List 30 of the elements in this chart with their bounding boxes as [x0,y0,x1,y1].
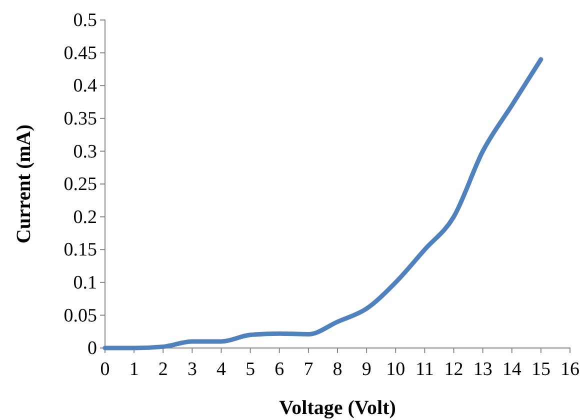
x-tick-label: 9 [362,359,372,380]
y-tick-label: 0.45 [64,42,97,64]
y-tick-label: 0.25 [64,174,97,196]
y-tick-label: 0.3 [73,141,97,162]
x-tick-label: 3 [187,359,197,380]
x-tick-label: 4 [216,359,226,380]
x-tick-label: 14 [502,359,522,380]
x-tick-label: 5 [246,359,256,380]
x-tick-label: 16 [560,359,580,380]
x-tick-label: 12 [444,359,464,380]
y-tick-label: 0.4 [73,76,98,97]
y-tick-label: 0 [88,338,97,360]
x-tick-label: 7 [304,359,314,380]
x-tick-label: 10 [386,359,406,380]
line-series [102,57,544,350]
x-tick-label: 1 [129,359,139,380]
x-tick-label: 2 [158,359,168,380]
x-tick-label: 11 [416,359,434,380]
y-tick-label: 0.15 [64,240,97,261]
y-tick-label: 0.2 [73,206,97,228]
y-tick-label: 0.1 [73,272,97,294]
x-tick-label: 8 [332,359,342,380]
y-tick-label: 0.05 [64,305,97,326]
x-tick-label: 13 [473,359,492,380]
y-axis-title: Current (mA) [13,124,35,244]
x-tick-label: 15 [531,359,550,380]
y-tick-label: 0.35 [64,108,97,130]
x-tick-label: 6 [274,359,284,380]
y-tick-label: 0.5 [73,10,97,32]
x-axis-title: Voltage (Volt) [279,397,396,419]
